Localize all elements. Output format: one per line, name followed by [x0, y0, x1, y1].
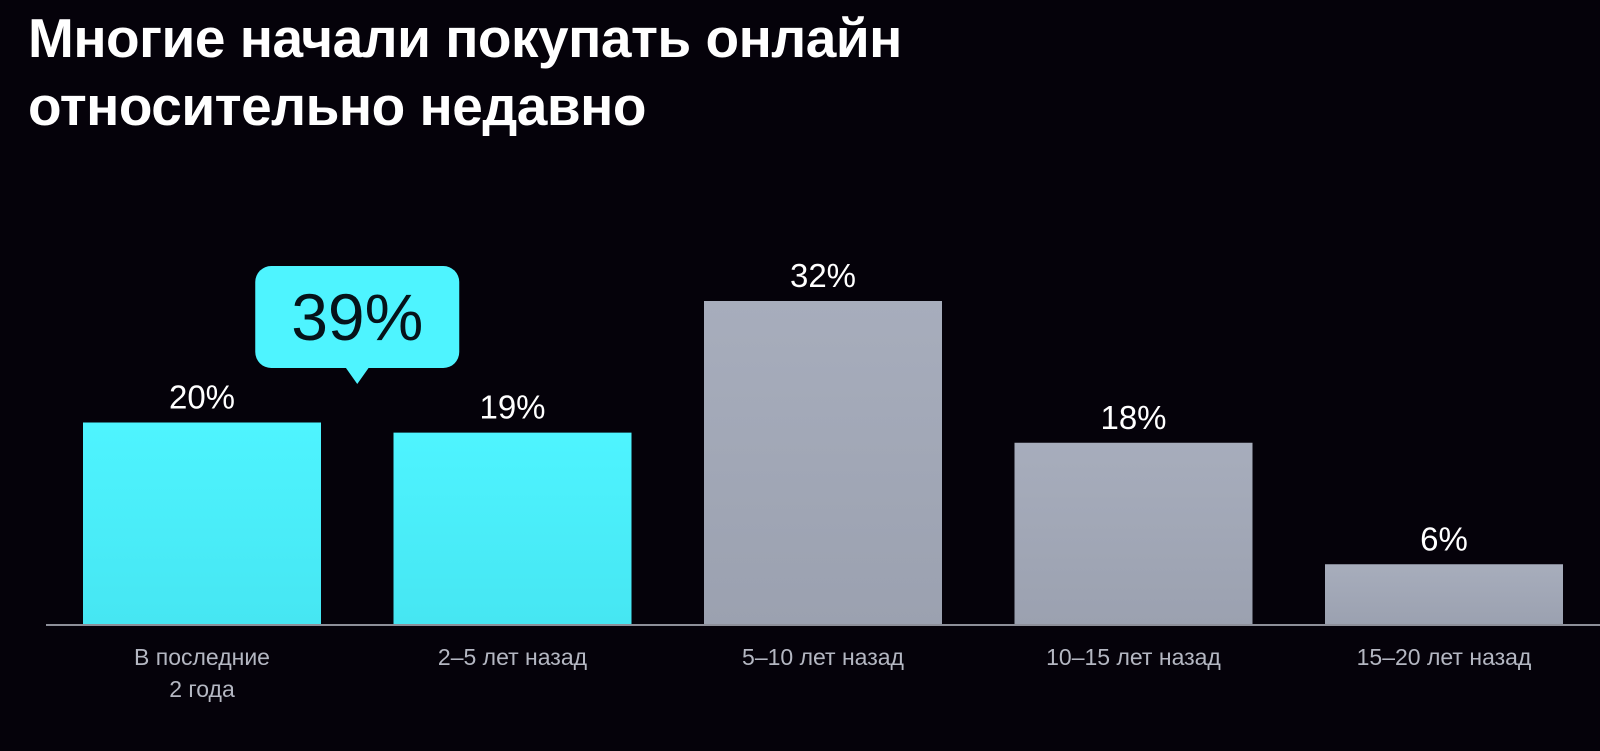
callout-bubble: 39% [255, 266, 460, 384]
bar-3 [704, 301, 942, 625]
bar-4 [1014, 442, 1253, 625]
bar-5 [1325, 564, 1563, 625]
callout-value: 39% [291, 280, 423, 354]
value-label-2: 19% [479, 389, 545, 426]
value-label-3: 32% [790, 257, 856, 294]
category-label-4: 10–15 лет назад [1046, 644, 1221, 670]
callout-box [255, 266, 460, 368]
bar-1 [83, 422, 321, 625]
category-label-5: 15–20 лет назад [1357, 644, 1532, 670]
value-label-5: 6% [1420, 520, 1468, 557]
category-label-2: 2–5 лет назад [438, 644, 588, 670]
page-title: Многие начали покупать онлайн относитель… [28, 4, 1128, 140]
bar-2 [393, 432, 632, 625]
value-label-1: 20% [169, 379, 235, 416]
title-line-1: Многие начали покупать онлайн [28, 7, 902, 69]
value-label-4: 18% [1100, 399, 1166, 436]
callout-pointer [345, 367, 370, 384]
category-label-1-line-1: В последние [134, 644, 270, 670]
category-label-1-line-2: 2 года [169, 676, 235, 702]
title-line-2: относительно недавно [28, 75, 646, 137]
category-label-3: 5–10 лет назад [742, 644, 905, 670]
